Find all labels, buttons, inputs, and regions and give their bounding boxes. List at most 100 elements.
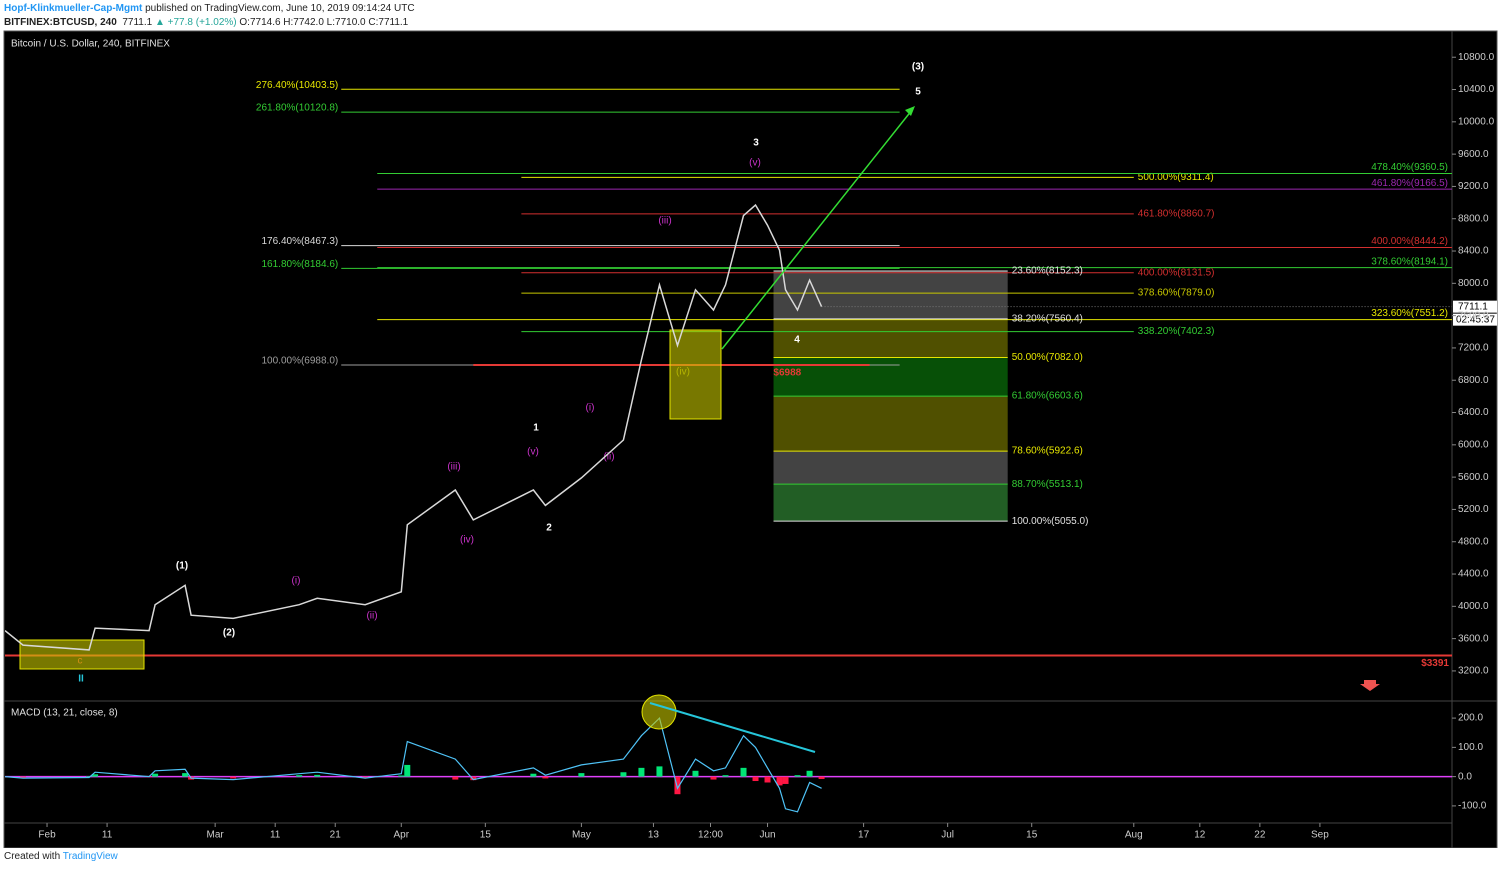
- x-tick-label: 15: [480, 830, 492, 841]
- last-price: 7711.1: [122, 17, 153, 28]
- price-level-label: $3391: [1421, 658, 1449, 669]
- current-price: 7711.1: [1458, 301, 1488, 312]
- y-tick-label: 4000.0: [1458, 601, 1489, 612]
- macd-histogram-bar: [404, 764, 411, 777]
- y-tick-label: 0.0: [1458, 771, 1472, 782]
- fib-label: 23.60%(8152.3): [1012, 266, 1083, 277]
- y-tick-label: 6400.0: [1458, 407, 1489, 418]
- change: ▲ +77.8 (+1.02%): [154, 17, 237, 28]
- macd-histogram-bar: [470, 776, 477, 781]
- macd-histogram-bar: [740, 767, 747, 777]
- x-tick-label: May: [572, 830, 591, 841]
- x-tick-label: Mar: [207, 830, 225, 841]
- x-tick-label: Feb: [38, 830, 56, 841]
- fib-label: 88.70%(5513.1): [1012, 479, 1083, 490]
- x-tick-label: Sep: [1311, 830, 1329, 841]
- symbol: BITFINEX:BTCUSD, 240: [4, 17, 117, 28]
- macd-histogram-bar: [578, 773, 585, 777]
- macd-histogram-bar: [638, 767, 645, 777]
- macd-histogram-bar: [818, 776, 825, 779]
- wave-label: (iii): [658, 216, 671, 227]
- macd-histogram-bar: [674, 776, 681, 795]
- y-tick-label: 8400.0: [1458, 246, 1489, 257]
- wave-label: (3): [912, 62, 924, 73]
- created-with: Created with: [4, 851, 61, 862]
- fib-label: 461.80%(8860.7): [1138, 208, 1215, 219]
- arrow-head: [905, 106, 915, 116]
- wave-label: (iii): [447, 462, 460, 473]
- x-tick-label: 11: [102, 830, 113, 841]
- y-tick-label: 6000.0: [1458, 439, 1489, 450]
- wave-label: (v): [749, 158, 761, 169]
- macd-histogram-bar: [452, 776, 459, 780]
- brand[interactable]: TradingView: [62, 851, 118, 862]
- highlight-circle: [641, 694, 677, 730]
- fib-label: 400.00%(8444.2): [1371, 236, 1448, 247]
- fib-label: 323.60%(7551.2): [1371, 308, 1448, 319]
- y-tick-label: 100.0: [1458, 742, 1483, 753]
- macd-histogram-bar: [230, 776, 237, 779]
- wave-label: 4: [794, 335, 800, 346]
- fib-label: 400.00%(8131.5): [1138, 267, 1215, 278]
- macd-histogram-bar: [314, 774, 321, 777]
- author[interactable]: Hopf-Klinkmueller-Cap-Mgmt: [4, 3, 143, 14]
- macd-histogram-bar: [362, 776, 369, 778]
- macd-histogram-bar: [752, 776, 759, 782]
- current-price-tag: [1453, 300, 1497, 313]
- macd-histogram-bar: [92, 774, 99, 777]
- macd-histogram-bar: [620, 772, 627, 777]
- published: published on TradingView.com, June 10, 2…: [145, 3, 415, 14]
- fib-label: 461.80%(9166.5): [1371, 178, 1448, 189]
- fib-label: 78.60%(5922.6): [1012, 446, 1083, 457]
- wave-label: (iv): [460, 535, 474, 546]
- wave-label: (ii): [366, 611, 377, 622]
- y-tick-label: 8800.0: [1458, 213, 1489, 224]
- y-tick-label: 10000.0: [1458, 116, 1495, 127]
- fib-zone: [773, 396, 1008, 452]
- fib-label: 378.60%(7879.0): [1138, 288, 1215, 299]
- macd-histogram-bar: [722, 775, 729, 777]
- fib-zone: [773, 318, 1008, 358]
- macd-histogram-bar: [530, 773, 537, 777]
- down-arrow: [1360, 680, 1380, 691]
- y-tick-label: 10400.0: [1458, 84, 1495, 95]
- y-tick-label: 5200.0: [1458, 504, 1489, 515]
- y-tick-label: 9600.0: [1458, 149, 1489, 160]
- y-tick-label: 7200.0: [1458, 343, 1489, 354]
- chart: 276.40%(10403.5) 261.80%(10120.8) 176.40%(…: [3, 30, 1498, 848]
- header: Hopf-Klinkmueller-Cap-Mgmt published on …: [4, 2, 415, 30]
- macd-histogram-bar: [86, 776, 93, 777]
- x-tick-label: 12:00: [698, 830, 723, 841]
- macd-histogram-bar: [710, 776, 717, 780]
- wave-label: (1): [176, 561, 188, 572]
- fib-label: 61.80%(6603.6): [1012, 391, 1083, 402]
- fib-label: 338.20%(7402.3): [1138, 326, 1215, 337]
- macd-histogram-bar: [182, 773, 189, 777]
- wave-label: (i): [292, 576, 301, 587]
- x-tick-label: 13: [648, 830, 660, 841]
- wave-label: (v): [527, 447, 539, 458]
- ohlc: O:7714.6 H:7742.0 L:7710.0 C:7711.1: [239, 17, 409, 28]
- x-tick-label: Apr: [393, 830, 409, 841]
- macd-line: [5, 716, 822, 813]
- fib-zone: [773, 357, 1008, 397]
- fib-label: 161.80%(8184.6): [261, 259, 338, 270]
- macd-histogram-bar: [542, 776, 549, 779]
- y-tick-label: 8000.0: [1458, 278, 1489, 289]
- macd-histogram-bar: [692, 770, 699, 777]
- wave-label: (i): [586, 403, 595, 414]
- wave-label: 3: [753, 138, 759, 149]
- highlight-box: [19, 639, 145, 670]
- y-tick-label: 5600.0: [1458, 472, 1489, 483]
- macd-label: MACD (13, 21, close, 8): [11, 708, 118, 719]
- chart-title: Bitcoin / U.S. Dollar, 240, BITFINEX: [11, 39, 170, 50]
- x-tick-label: 21: [330, 830, 342, 841]
- y-tick-label: 6800.0: [1458, 375, 1489, 386]
- price-level-label: $6988: [773, 368, 801, 379]
- fib-label: 261.80%(10120.8): [256, 103, 338, 114]
- y-tick-label: 4800.0: [1458, 536, 1489, 547]
- x-tick-label: 12: [1194, 830, 1206, 841]
- chart-background: [3, 30, 1498, 848]
- countdown-tag: [1453, 313, 1497, 326]
